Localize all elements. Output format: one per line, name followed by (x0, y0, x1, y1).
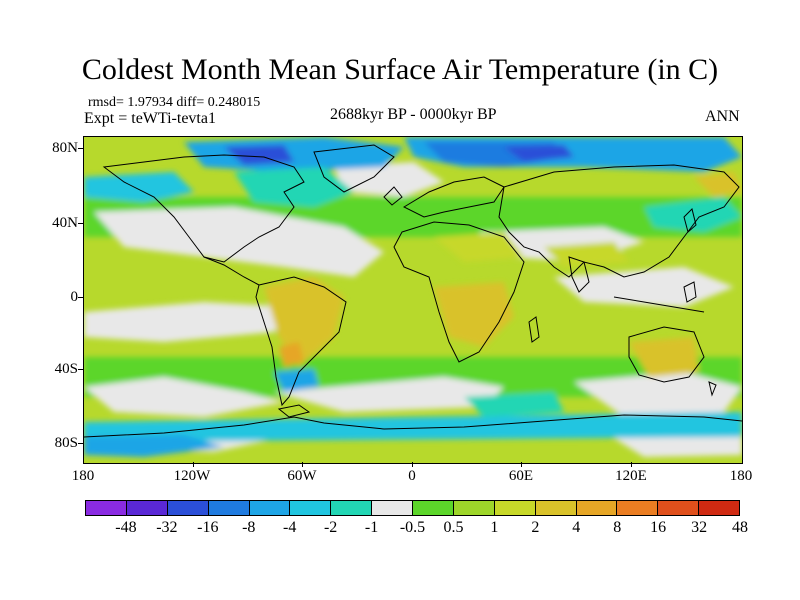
lat-label-80s: 80S (54, 435, 78, 451)
lon-tick (521, 462, 522, 467)
stats-text: rmsd= 1.97934 diff= 0.248015 (88, 95, 261, 110)
colorbar-swatch (249, 501, 291, 515)
lon-label-180w: 180 (71, 468, 95, 484)
colorbar-label: 0.5 (443, 519, 464, 536)
colorbar-swatch (413, 501, 454, 515)
colorbar-swatch (372, 501, 413, 515)
colorbar-label: 16 (650, 519, 667, 536)
lon-label-180e: 180 (729, 468, 753, 484)
lon-tick (631, 462, 632, 467)
colorbar-label: -48 (115, 519, 137, 536)
lat-tick (78, 223, 83, 224)
lat-label-40s: 40S (54, 361, 78, 377)
period-label: 2688kyr BP - 0000kyr BP (330, 106, 497, 123)
coastlines (84, 144, 742, 438)
colorbar-swatch (617, 501, 659, 515)
map-title: Coldest Month Mean Surface Air Temperatu… (81, 53, 719, 86)
lat-tick (78, 297, 83, 298)
colorbar-swatch (658, 501, 700, 515)
colorbar-swatch (331, 501, 373, 515)
lat-tick (78, 369, 83, 370)
lon-label-0: 0 (408, 468, 416, 484)
world-map (83, 136, 743, 464)
colorbar-label: 8 (613, 519, 622, 536)
colorbar-label: 4 (572, 519, 581, 536)
temperature-field (84, 137, 742, 457)
colorbar-label: -1 (364, 519, 379, 536)
lon-label-60e: 60E (508, 468, 534, 484)
colorbar-swatch (86, 501, 127, 515)
colorbar-swatch (208, 501, 250, 515)
lat-label-40n: 40N (52, 215, 78, 231)
colorbar-label: -0.5 (399, 519, 426, 536)
lon-label-120w: 120W (173, 468, 211, 484)
colorbar-swatch (126, 501, 168, 515)
colorbar-label: -32 (156, 519, 178, 536)
colorbar-swatch (453, 501, 495, 515)
lat-label-80n: 80N (52, 140, 78, 156)
colorbar-swatch (290, 501, 332, 515)
lon-label-60w: 60W (287, 468, 317, 484)
lon-tick (302, 462, 303, 467)
lat-tick (78, 443, 83, 444)
lon-label-120e: 120E (615, 468, 647, 484)
colorbar-label: -8 (242, 519, 256, 536)
season-label: ANN (705, 108, 740, 125)
lon-tick (412, 462, 413, 467)
lat-tick (78, 148, 83, 149)
lon-tick (193, 462, 194, 467)
colorbar-label: -16 (197, 519, 219, 536)
experiment-label: Expt = teWTi-tevta1 (84, 110, 216, 127)
colorbar-label: 48 (732, 519, 748, 536)
colorbar-label: -4 (283, 519, 297, 536)
colorbar-swatch (576, 501, 618, 515)
colorbar-swatch (167, 501, 209, 515)
colorbar-label: 2 (531, 519, 540, 536)
colorbar-label: -2 (323, 519, 338, 536)
colorbar (85, 500, 740, 516)
lat-label-0: 0 (70, 289, 79, 305)
colorbar-label: 32 (691, 519, 708, 536)
colorbar-swatch (494, 501, 536, 515)
colorbar-swatch (699, 501, 739, 515)
colorbar-swatch (535, 501, 577, 515)
colorbar-label: 1 (490, 519, 499, 536)
